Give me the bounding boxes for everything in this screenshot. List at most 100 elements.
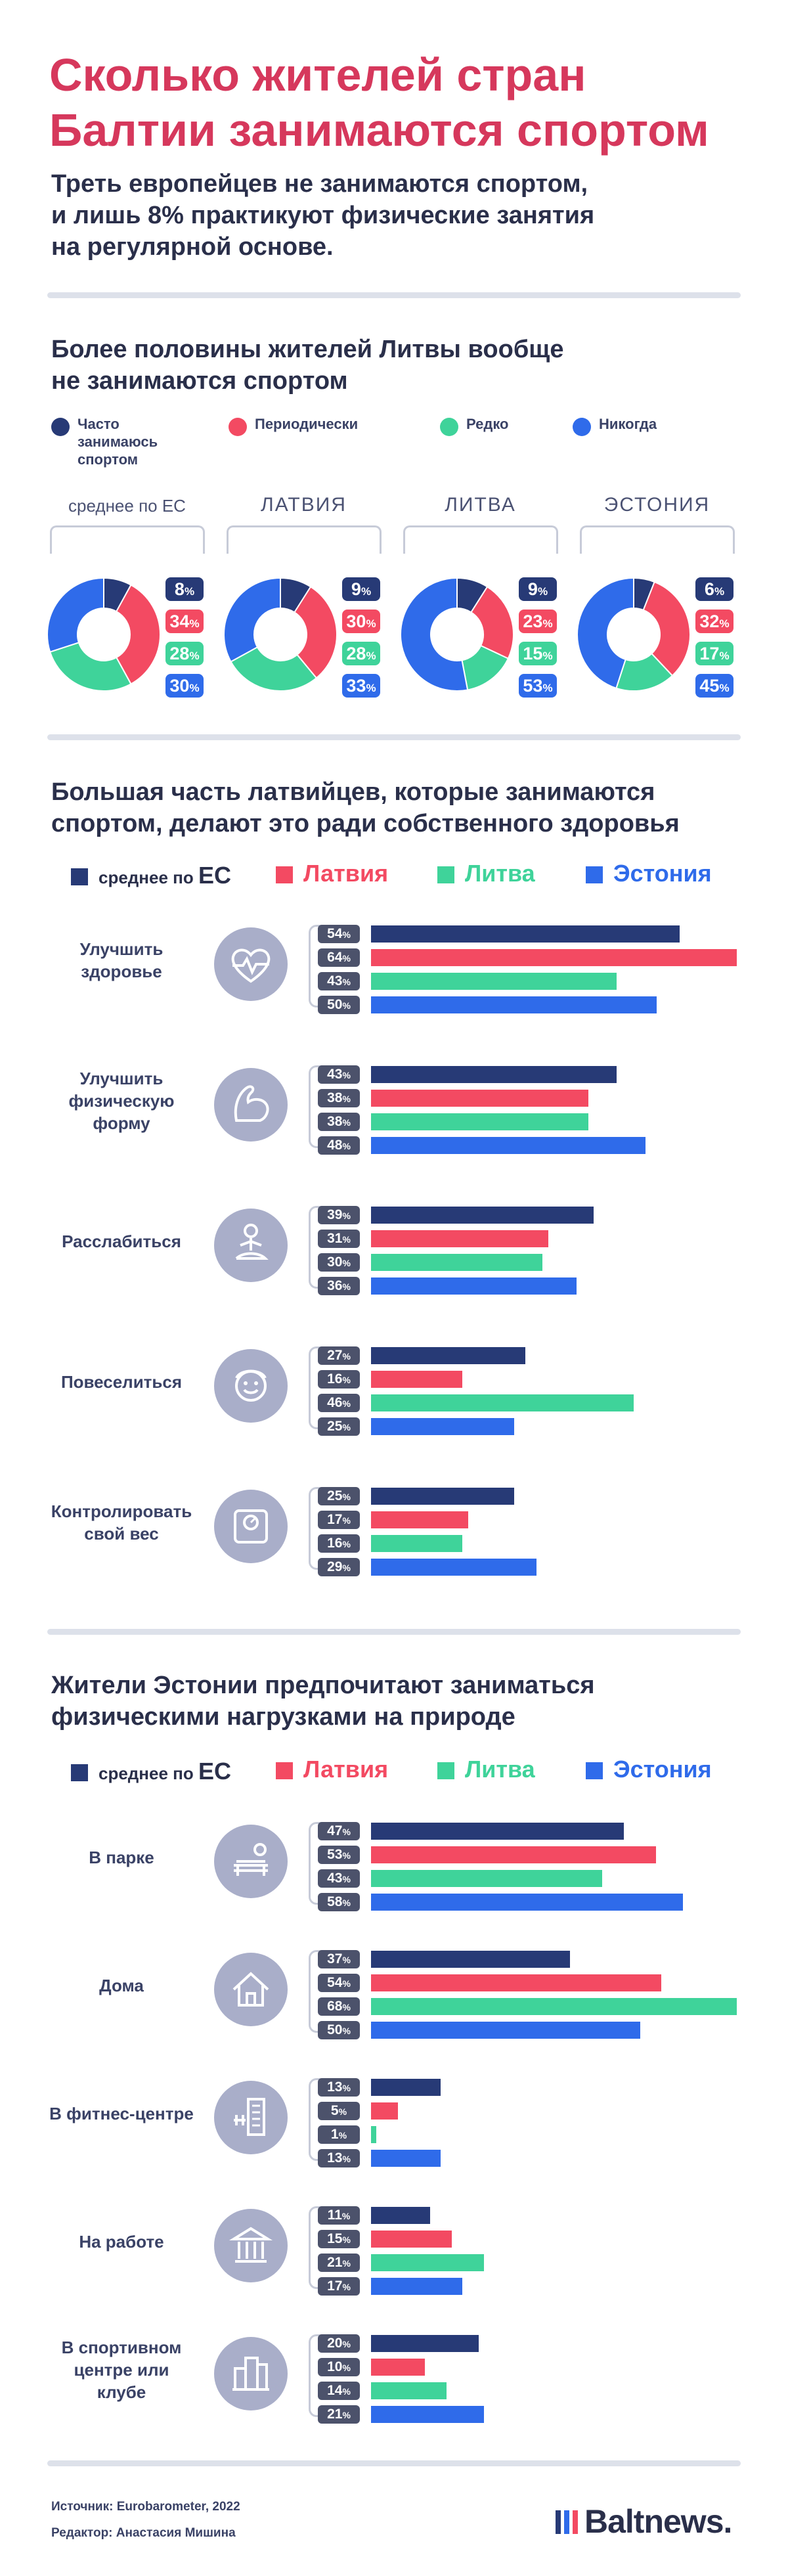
bar — [371, 1254, 543, 1271]
bar-value-label: 54% — [318, 1974, 360, 1992]
legend3-item-lithuania: Литва — [437, 1756, 535, 1783]
section1-title: Более половины жителей Литвы вообще не з… — [51, 336, 564, 395]
section3-title: Жители Эстонии предпочитают заниматься ф… — [51, 1672, 595, 1731]
donut-slice — [230, 646, 318, 692]
region-bracket — [227, 525, 382, 554]
legend3-swatch-estonia — [586, 1762, 603, 1779]
donut-value-label: 30% — [165, 674, 204, 698]
divider — [47, 292, 741, 298]
section2-title: Большая часть латвийцев, которые занимаю… — [51, 778, 680, 837]
office-building-icon — [214, 2209, 288, 2282]
donut-value-label: 23% — [519, 610, 557, 633]
sports-center-icon — [214, 2337, 288, 2410]
logo-bars-icon — [556, 2510, 581, 2537]
bar-value-label: 16% — [318, 1370, 360, 1388]
bar — [371, 1418, 514, 1435]
bar-value-label: 13% — [318, 2078, 360, 2097]
region-label-lithuania: ЛИТВА — [445, 494, 516, 516]
legend2-item-estonia: Эстония — [586, 860, 712, 887]
bar — [371, 1137, 646, 1154]
bar — [371, 2254, 484, 2271]
donut-slice — [49, 642, 132, 692]
bar — [371, 2126, 377, 2143]
bar-value-label: 38% — [318, 1113, 360, 1131]
bar-value-label: 16% — [318, 1534, 360, 1553]
legend2-item-lithuania: Литва — [437, 860, 535, 887]
donut-value-label: 45% — [695, 674, 733, 698]
bar-value-label: 54% — [318, 925, 360, 943]
region-label-estonia: ЭСТОНИЯ — [603, 494, 711, 516]
bar-value-label: 29% — [318, 1558, 360, 1576]
donut-value-label: 30% — [342, 610, 380, 633]
bar-value-label: 13% — [318, 2149, 360, 2167]
bar — [371, 2359, 425, 2376]
bar — [371, 2150, 441, 2167]
bar-value-label: 38% — [318, 1089, 360, 1107]
category-label: В спортивном центре или клубе — [61, 2338, 182, 2402]
bar-value-label: 30% — [318, 1253, 360, 1272]
donut-value-label: 6% — [695, 577, 733, 601]
bar — [371, 949, 737, 966]
bar-value-label: 48% — [318, 1136, 360, 1155]
bar-value-label: 21% — [318, 2405, 360, 2424]
bar-value-label: 1% — [318, 2125, 360, 2144]
bar — [371, 1066, 617, 1083]
bar-value-label: 27% — [318, 1346, 360, 1365]
bar-value-label: 43% — [318, 1065, 360, 1084]
bar — [371, 1951, 571, 1968]
legend1-dot-often — [51, 418, 70, 436]
bar — [371, 1113, 588, 1130]
bar-value-label: 17% — [318, 2277, 360, 2296]
bar-value-label: 53% — [318, 1846, 360, 1864]
donut-slice — [642, 581, 691, 677]
bar — [371, 1846, 657, 1863]
bar — [371, 1207, 594, 1224]
category-label: В парке — [89, 1848, 154, 1867]
donut-slice — [294, 586, 338, 679]
meditation-icon — [214, 1209, 288, 1282]
page-subtitle: Треть европейцев не занимаются спортом, … — [51, 170, 595, 261]
editor-text: Редактор: Анастасия Мишина — [51, 2526, 236, 2540]
bar — [371, 1559, 537, 1576]
divider — [47, 2460, 741, 2466]
donut-charts — [47, 577, 691, 692]
bar-value-label: 50% — [318, 996, 360, 1014]
donut-slice — [115, 584, 161, 685]
bar-value-label: 68% — [318, 1997, 360, 2016]
source-text: Источник: Eurobarometer, 2022 — [51, 2500, 240, 2514]
bar-value-label: 64% — [318, 948, 360, 967]
scale-icon — [214, 1490, 288, 1563]
divider — [47, 1629, 741, 1635]
region-label-eu: среднее по ЕС — [68, 496, 186, 516]
smiling-person-icon — [214, 1349, 288, 1423]
legend2-item-latvia: Латвия — [276, 860, 388, 887]
bar — [371, 1090, 588, 1107]
bar — [371, 1277, 577, 1295]
bar-value-label: 47% — [318, 1822, 360, 1840]
bar-value-label: 25% — [318, 1417, 360, 1436]
bar-value-label: 43% — [318, 972, 360, 990]
bar — [371, 973, 617, 990]
category-label: Улучшить здоровье — [79, 939, 164, 981]
legend2-swatch-eu — [71, 868, 88, 885]
bar — [371, 2079, 441, 2096]
fitness-building-icon — [214, 2081, 288, 2154]
bar — [371, 1511, 468, 1528]
donut-slice — [577, 577, 634, 690]
bar — [371, 1347, 525, 1364]
legend3-item-latvia: Латвия — [276, 1756, 388, 1783]
donut-slice — [400, 577, 469, 692]
legend3-item-estonia: Эстония — [586, 1756, 712, 1783]
bar-value-label: 37% — [318, 1950, 360, 1968]
region-bracket — [403, 525, 558, 554]
bar — [371, 2335, 479, 2352]
legend3-item-eu: среднее по ЕС — [71, 1758, 231, 1787]
bar-value-label: 58% — [318, 1893, 360, 1911]
bar-value-label: 25% — [318, 1487, 360, 1505]
bar-value-label: 46% — [318, 1394, 360, 1412]
bar — [371, 1394, 634, 1411]
house-icon — [214, 1953, 288, 2026]
region-label-latvia: ЛАТВИЯ — [261, 494, 347, 516]
category-label: На работе — [79, 2232, 164, 2252]
bar-value-label: 15% — [318, 2230, 360, 2248]
